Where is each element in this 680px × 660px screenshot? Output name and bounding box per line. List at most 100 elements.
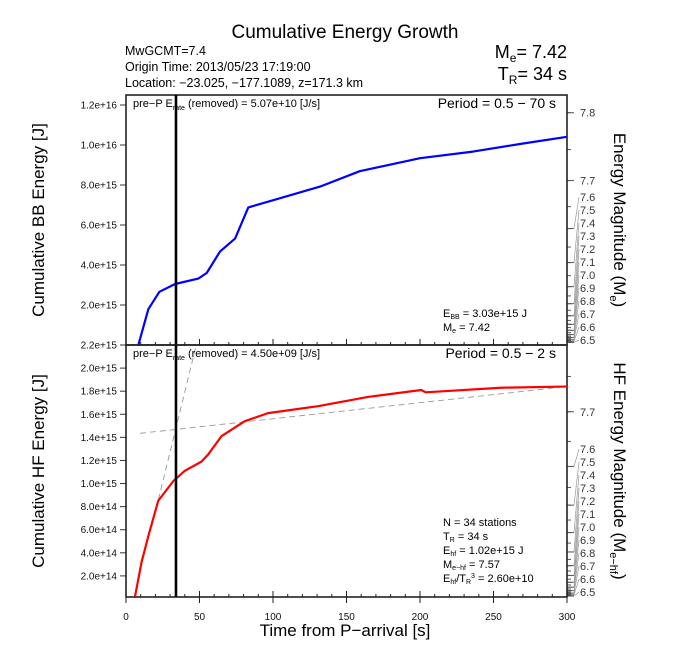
stat-text: /T: [456, 573, 466, 585]
stat-line: Me = 7.42: [443, 322, 490, 335]
summary-tr-value: = 34 s: [517, 64, 567, 84]
right-tick-label: 7.7: [580, 176, 595, 188]
fit-line: [157, 343, 197, 500]
y-tick-label: 1.2e+15: [81, 456, 118, 467]
x-axis-label: Time from P−arrival [s]: [260, 621, 431, 640]
annot-text: pre−P E: [133, 348, 173, 360]
annot-text: (removed) = 4.50e+09 [J/s]: [185, 348, 320, 360]
stat-sub: R: [466, 579, 471, 586]
y-tick-label: 1.4e+15: [81, 433, 118, 444]
chart-panels: 2.0e+15 4.0e+15 6.0e+15 8.0e+15 1.0e+16 1.2e+…: [29, 94, 629, 624]
y-tick-label: 1.0e+16: [81, 141, 118, 152]
right-tick-label: 6.5: [580, 587, 595, 599]
right-label-sub: e−hf: [607, 552, 619, 575]
x-tick-label: 100: [265, 612, 282, 623]
right-tick-label: 6.6: [580, 322, 595, 334]
x-tick-label: 200: [412, 612, 429, 623]
right-tick-leader: [573, 196, 580, 229]
stat-text: M: [443, 322, 452, 334]
top-y-axis-label: Cumulative BB Energy [J]: [29, 123, 48, 317]
x-tick-label: 300: [559, 612, 576, 623]
right-tick-leader: [573, 222, 580, 287]
right-tick-label: 7.2: [580, 496, 595, 508]
stat-line: Ehf/TR3 = 2.60e+10: [443, 573, 534, 586]
stat-text: E: [443, 573, 450, 585]
stat-line: N = 34 stations: [443, 517, 517, 529]
y-tick-label: 1.8e+15: [81, 387, 118, 398]
annot-sub: rate: [173, 105, 185, 112]
right-tick-label: 6.9: [580, 283, 595, 295]
stat-text: = 7.57: [466, 559, 500, 571]
y-tick-label: 4.0e+14: [81, 548, 118, 559]
right-tick-label: 7.6: [580, 192, 595, 204]
figure-title: Cumulative Energy Growth: [231, 22, 458, 43]
stat-text: = 7.42: [456, 322, 490, 334]
right-tick-leader: [573, 287, 580, 335]
right-tick-leader: [573, 461, 580, 506]
right-tick-label: 6.7: [580, 561, 595, 573]
right-tick-label: 7.3: [580, 231, 595, 243]
right-tick-leader: [573, 487, 580, 552]
right-tick-leader: [573, 209, 580, 263]
y-tick-label: 6.0e+14: [81, 525, 118, 536]
stat-line: EBB = 3.03e+15 J: [443, 308, 527, 321]
y-tick-label: 8.0e+15: [81, 181, 118, 192]
info-magnitude: MwGCMT=7.4: [125, 44, 206, 58]
right-label-text: HF Energy Magnitude (M: [610, 362, 629, 552]
right-label-text: ): [610, 301, 629, 307]
right-tick-leader: [573, 339, 580, 343]
stat-sub: e−hf: [452, 565, 466, 572]
plot-frame: [125, 344, 568, 598]
annot-text: pre−P E: [133, 98, 173, 110]
stat-text: = 34 s: [455, 531, 489, 543]
y-tick-label: 1.6e+15: [81, 410, 118, 421]
right-tick-label: 7.8: [580, 108, 595, 120]
top-right-axis-label: Energy Magnitude (Me): [607, 133, 629, 307]
y-tick-label: 6.0e+15: [81, 221, 118, 232]
stat-text: N = 34 stations: [443, 517, 517, 529]
bottom-panel: 0 50 100 150 200 250 300 2.0e+14 4.0e+14 6.0e+14 8…: [29, 341, 629, 624]
right-tick-leader: [573, 261, 580, 325]
right-tick-label: 6.8: [580, 548, 595, 560]
right-tick-label: 7.5: [580, 457, 595, 469]
stat-text: = 3.03e+15 J: [460, 308, 527, 320]
summary-me-value: = 7.42: [516, 42, 567, 62]
right-tick-label: 7.2: [580, 244, 595, 256]
right-tick-leader: [573, 326, 580, 342]
right-tick-leader: [573, 591, 580, 597]
stat-sub: BB: [450, 314, 460, 321]
right-tick-label: 6.9: [580, 535, 595, 547]
bottom-right-axis-label: HF Energy Magnitude (Me−hf): [607, 362, 629, 579]
right-tick-label: 7.3: [580, 483, 595, 495]
right-tick-leader: [573, 539, 580, 588]
right-tick-label: 7.4: [580, 218, 595, 230]
y-tick-label: 1.0e+15: [81, 479, 118, 490]
right-tick-leader: [573, 513, 580, 576]
right-tick-label: 6.6: [580, 574, 595, 586]
stat-text: E: [443, 308, 450, 320]
pre-p-rate-annotation: pre−P Erate (removed) = 5.07e+10 [J/s]: [133, 98, 320, 112]
right-tick-leader: [573, 500, 580, 566]
stat-sub: hf: [450, 579, 456, 586]
right-tick-leader: [573, 300, 580, 338]
right-tick-label: 7.5: [580, 205, 595, 217]
right-tick-label: 7.6: [580, 444, 595, 456]
right-tick-label: 7.7: [580, 407, 595, 419]
x-tick-label: 150: [338, 612, 355, 623]
right-tick-leader: [573, 313, 580, 340]
right-tick-label: 7.0: [580, 270, 595, 282]
info-origin-time: Origin Time: 2013/05/23 17:19:00: [125, 60, 311, 74]
right-label-sub: e: [607, 295, 619, 301]
summary-me: Me= 7.42: [495, 42, 567, 65]
y-tick-label: 2.0e+15: [81, 301, 118, 312]
right-tick-label: 6.8: [580, 296, 595, 308]
right-tick-leader: [573, 274, 580, 331]
right-tick-leader: [573, 565, 580, 594]
right-tick-label: 7.0: [580, 522, 595, 534]
stat-sup: 3: [471, 573, 475, 580]
summary-me-sub: e: [510, 51, 517, 65]
y-tick-label: 4.0e+15: [81, 261, 118, 272]
right-tick-leader: [573, 474, 580, 533]
stat-sub: R: [450, 537, 455, 544]
